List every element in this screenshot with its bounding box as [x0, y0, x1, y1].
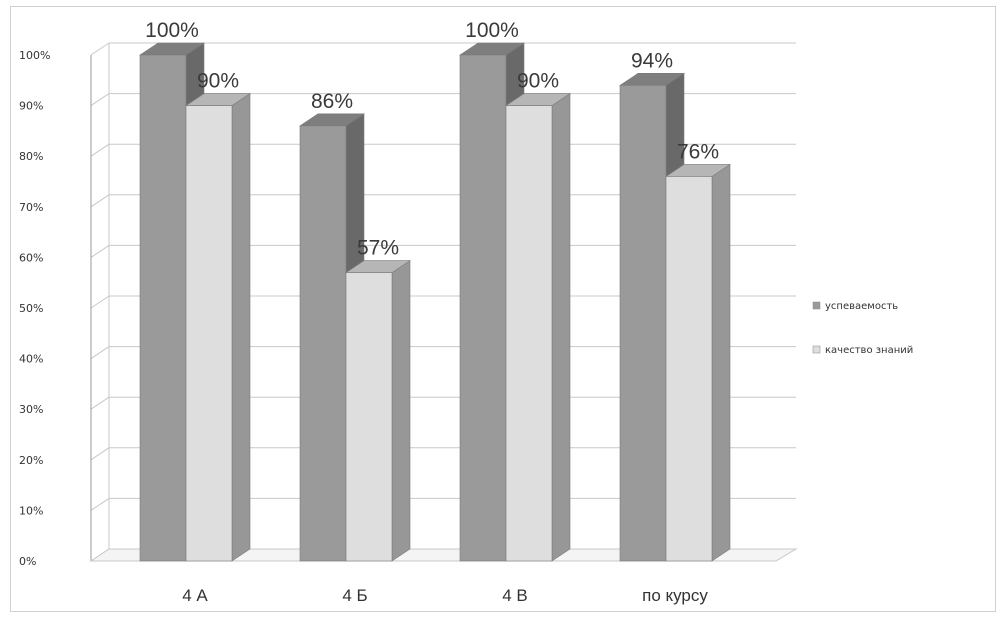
y-tick-label: 20% — [19, 454, 43, 467]
data-label: 100% — [145, 19, 199, 42]
bar — [505, 105, 553, 562]
bar — [139, 54, 187, 562]
data-label: 90% — [517, 70, 559, 93]
gridline-side — [90, 42, 110, 56]
gridline-side — [90, 497, 110, 511]
x-tick-label: 4 А — [182, 586, 208, 605]
y-tick-label: 60% — [19, 251, 43, 264]
gridline-side — [90, 244, 110, 258]
gridline-side — [90, 143, 110, 157]
y-tick-label: 10% — [19, 504, 43, 517]
data-label: 86% — [311, 90, 353, 113]
data-label: 90% — [197, 70, 239, 93]
chart-frame: 0% 10% 20% 30% 40% 50% 60% 70% 80% 90% 100% 4 А 4 Б 4… — [10, 6, 996, 612]
gridline-side — [90, 346, 110, 360]
bar — [665, 176, 713, 562]
x-tick-label: 4 Б — [342, 586, 367, 605]
x-tick-label: 4 В — [502, 586, 528, 605]
bar — [345, 272, 393, 562]
bar — [619, 85, 667, 562]
bars — [139, 42, 731, 562]
legend: успеваемость качество знаний — [812, 301, 913, 356]
bar — [185, 105, 233, 562]
bar-side — [551, 93, 571, 562]
y-tick-label: 90% — [19, 100, 43, 113]
data-labels: 100% 90% 86% 57% 100% 90% 94% 76% — [145, 19, 719, 260]
legend-swatch — [812, 301, 821, 310]
bar-side — [391, 260, 411, 562]
gridline-side — [90, 396, 110, 410]
data-label: 76% — [677, 140, 719, 163]
gridline-side — [90, 295, 110, 309]
legend-swatch — [812, 345, 821, 354]
y-tick-label: 40% — [19, 353, 43, 366]
x-tick-label: по курсу — [642, 586, 708, 605]
y-tick-label: 0% — [19, 555, 36, 568]
gridline-side — [90, 93, 110, 107]
gridline-side — [90, 447, 110, 461]
legend-label: успеваемость — [825, 301, 898, 312]
bar — [459, 54, 507, 562]
bar-chart: 0% 10% 20% 30% 40% 50% 60% 70% 80% 90% 100% 4 А 4 Б 4… — [19, 19, 913, 605]
legend-label: качество знаний — [825, 345, 913, 356]
bar-side — [231, 93, 251, 562]
bar — [299, 125, 347, 562]
data-label: 94% — [631, 49, 673, 72]
y-tick-label: 30% — [19, 403, 43, 416]
y-tick-label: 100% — [19, 49, 50, 62]
y-tick-label: 50% — [19, 302, 43, 315]
bar-side — [711, 163, 731, 562]
data-label: 100% — [465, 19, 519, 42]
y-tick-label: 70% — [19, 201, 43, 214]
gridline-side — [90, 194, 110, 208]
data-label: 57% — [357, 237, 399, 260]
y-tick-label: 80% — [19, 150, 43, 163]
